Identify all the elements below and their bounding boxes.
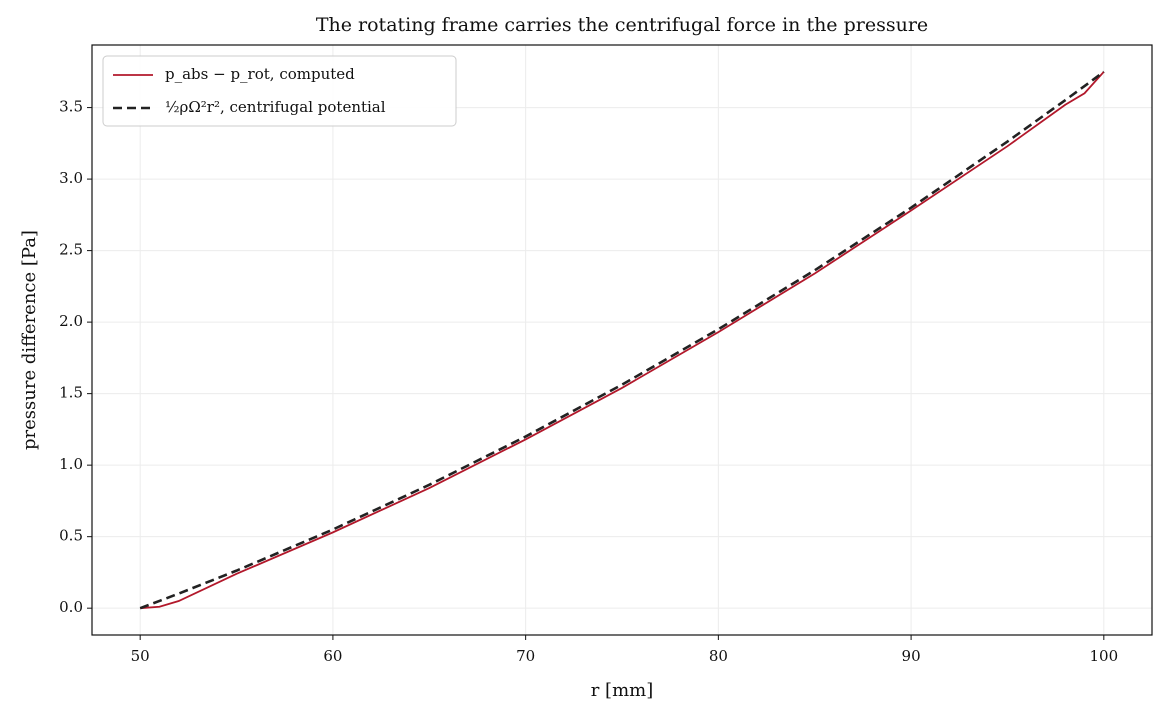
x-tick-label: 60	[323, 647, 342, 665]
y-tick-label: 2.5	[59, 241, 83, 259]
data-line	[140, 71, 1105, 610]
legend-label: p_abs − p_rot, computed	[165, 65, 355, 83]
y-tick-label: 1.0	[59, 455, 83, 473]
y-axis-label: pressure difference [Pa]	[19, 230, 40, 450]
x-tick-label: 90	[902, 647, 921, 665]
legend-box	[102, 55, 457, 127]
y-tick-label: 3.5	[59, 98, 83, 116]
x-tick-label: 70	[516, 647, 535, 665]
x-axis-label: r [mm]	[591, 680, 654, 701]
chart-title: The rotating frame carries the centrifug…	[316, 14, 928, 36]
y-tick-label: 0.5	[59, 527, 83, 545]
y-tick-label: 3.0	[59, 169, 83, 187]
plot-frame	[91, 44, 1153, 636]
legend-label: ½ρΩ²r², centrifugal potential	[165, 98, 386, 116]
y-tick-label: 1.5	[59, 384, 83, 402]
y-tick-label: 2.0	[59, 312, 83, 330]
x-tick-label: 50	[131, 647, 150, 665]
x-tick-label: 100	[1089, 647, 1118, 665]
y-tick-label: 0.0	[59, 598, 83, 616]
data-line	[139, 70, 1105, 610]
x-tick-label: 80	[709, 647, 728, 665]
